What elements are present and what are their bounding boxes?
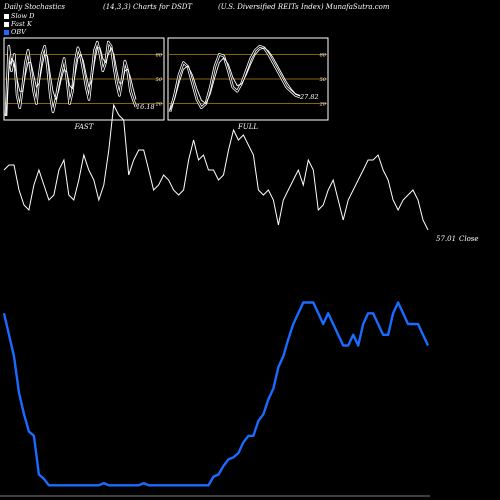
legend-obv: OBV [4, 28, 26, 36]
fast-tick-50: 50 [156, 77, 163, 83]
close-last-value: 57.01 [436, 235, 456, 243]
close-price-line [3, 103, 429, 231]
chart-type-label: Daily Stochastics [4, 3, 66, 11]
fast-series-slow-d [5, 47, 137, 116]
legend-fast-k: Fast K [4, 20, 32, 28]
legend-fast-k-swatch [4, 21, 9, 27]
legend-slow-d-swatch [4, 13, 9, 19]
fast-last-value: 16.18 [136, 103, 155, 111]
index-name-source: (U.S. Diversified REITs Index) MunafaSut… [218, 3, 390, 11]
full-series-d [169, 47, 301, 111]
chart-params-title: (14,3,3) Charts for DSDT [103, 3, 193, 11]
fast-series-fast-k [5, 41, 137, 116]
fast-tick-20: 20 [155, 102, 163, 108]
fast-xlabel: FAST [74, 123, 95, 131]
full-tick-50: 50 [320, 77, 327, 83]
legend-slow-d: Slow D [4, 12, 34, 20]
close-last-value-suffix: Close [459, 235, 479, 243]
legend-obv-label: OBV [11, 28, 26, 36]
obv-line [2, 301, 430, 487]
full-last-value: 27.82 [299, 93, 319, 101]
legend-slow-d-label: Slow D [11, 12, 35, 20]
legend-fast-k-label: Fast K [11, 20, 32, 28]
full-series-k [169, 45, 301, 112]
full-xlabel: FULL [237, 123, 258, 131]
full-tick-20: 20 [319, 102, 327, 108]
legend-obv-swatch [4, 29, 9, 35]
fast-tick-80: 80 [156, 52, 163, 58]
full-tick-80: 80 [320, 52, 327, 58]
